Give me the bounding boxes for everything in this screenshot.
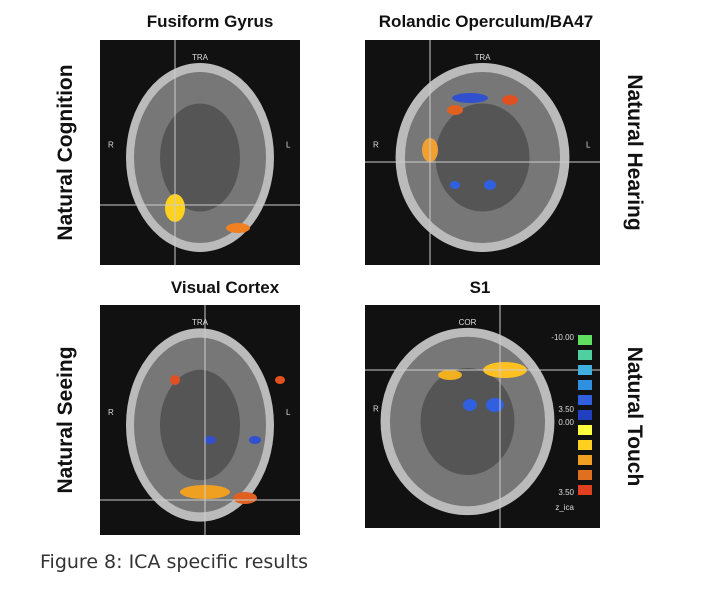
side-label: Natural Hearing: [623, 74, 646, 230]
activation: [275, 376, 285, 384]
orientation-label: L: [286, 408, 291, 417]
colorbar-swatch: [578, 485, 592, 495]
activation: [170, 375, 180, 385]
colorbar-label: 0.00: [558, 418, 574, 427]
view-label: TRA: [192, 53, 209, 62]
activation: [486, 398, 504, 412]
activation: [204, 436, 216, 444]
activation: [447, 105, 463, 115]
colorbar-swatch: [578, 395, 592, 405]
activation: [450, 181, 460, 189]
side-label: Natural Seeing: [54, 346, 77, 493]
orientation-label: L: [286, 141, 291, 150]
activation: [452, 93, 488, 103]
colorbar-swatch: [578, 470, 592, 480]
colorbar-swatch: [578, 440, 592, 450]
side-label: Natural Touch: [623, 347, 646, 487]
activation: [463, 399, 477, 411]
brain-core: [160, 103, 240, 212]
colorbar-swatch: [578, 425, 592, 435]
colorbar-swatch: [578, 350, 592, 360]
orientation-label: R: [108, 408, 114, 417]
activation: [502, 95, 518, 105]
colorbar-swatch: [578, 410, 592, 420]
panel-title: Visual Cortex: [171, 278, 280, 297]
colorbar-label: z_ica: [555, 503, 574, 512]
view-label: TRA: [475, 53, 492, 62]
side-label: Natural Cognition: [54, 64, 77, 240]
activation: [484, 180, 496, 190]
view-label: COR: [459, 318, 477, 327]
colorbar-swatch: [578, 380, 592, 390]
colorbar-swatch: [578, 365, 592, 375]
colorbar-label: 3.50: [558, 488, 574, 497]
view-label: TRA: [192, 318, 209, 327]
panel-title: Rolandic Operculum/BA47: [379, 12, 593, 31]
brain-core: [420, 367, 515, 476]
activation: [438, 370, 462, 380]
orientation-label: L: [586, 141, 591, 150]
colorbar-swatch: [578, 335, 592, 345]
activation: [249, 436, 261, 444]
panel-title: S1: [470, 278, 491, 297]
orientation-label: R: [373, 141, 379, 150]
brain-core: [435, 103, 530, 212]
orientation-label: R: [373, 405, 379, 414]
activation: [233, 492, 257, 504]
activation: [226, 223, 250, 233]
colorbar-label: 3.50: [558, 405, 574, 414]
colorbar-swatch: [578, 455, 592, 465]
panel-title: Fusiform Gyrus: [147, 12, 274, 31]
brain-core: [160, 369, 240, 481]
caption: Figure 8: ICA specific results: [40, 551, 308, 573]
colorbar-label: -10.00: [551, 333, 574, 342]
orientation-label: R: [108, 141, 114, 150]
